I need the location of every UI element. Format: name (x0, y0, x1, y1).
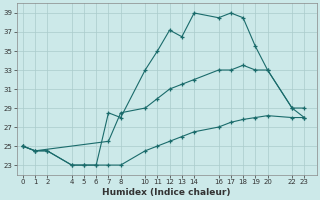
X-axis label: Humidex (Indice chaleur): Humidex (Indice chaleur) (102, 188, 231, 197)
